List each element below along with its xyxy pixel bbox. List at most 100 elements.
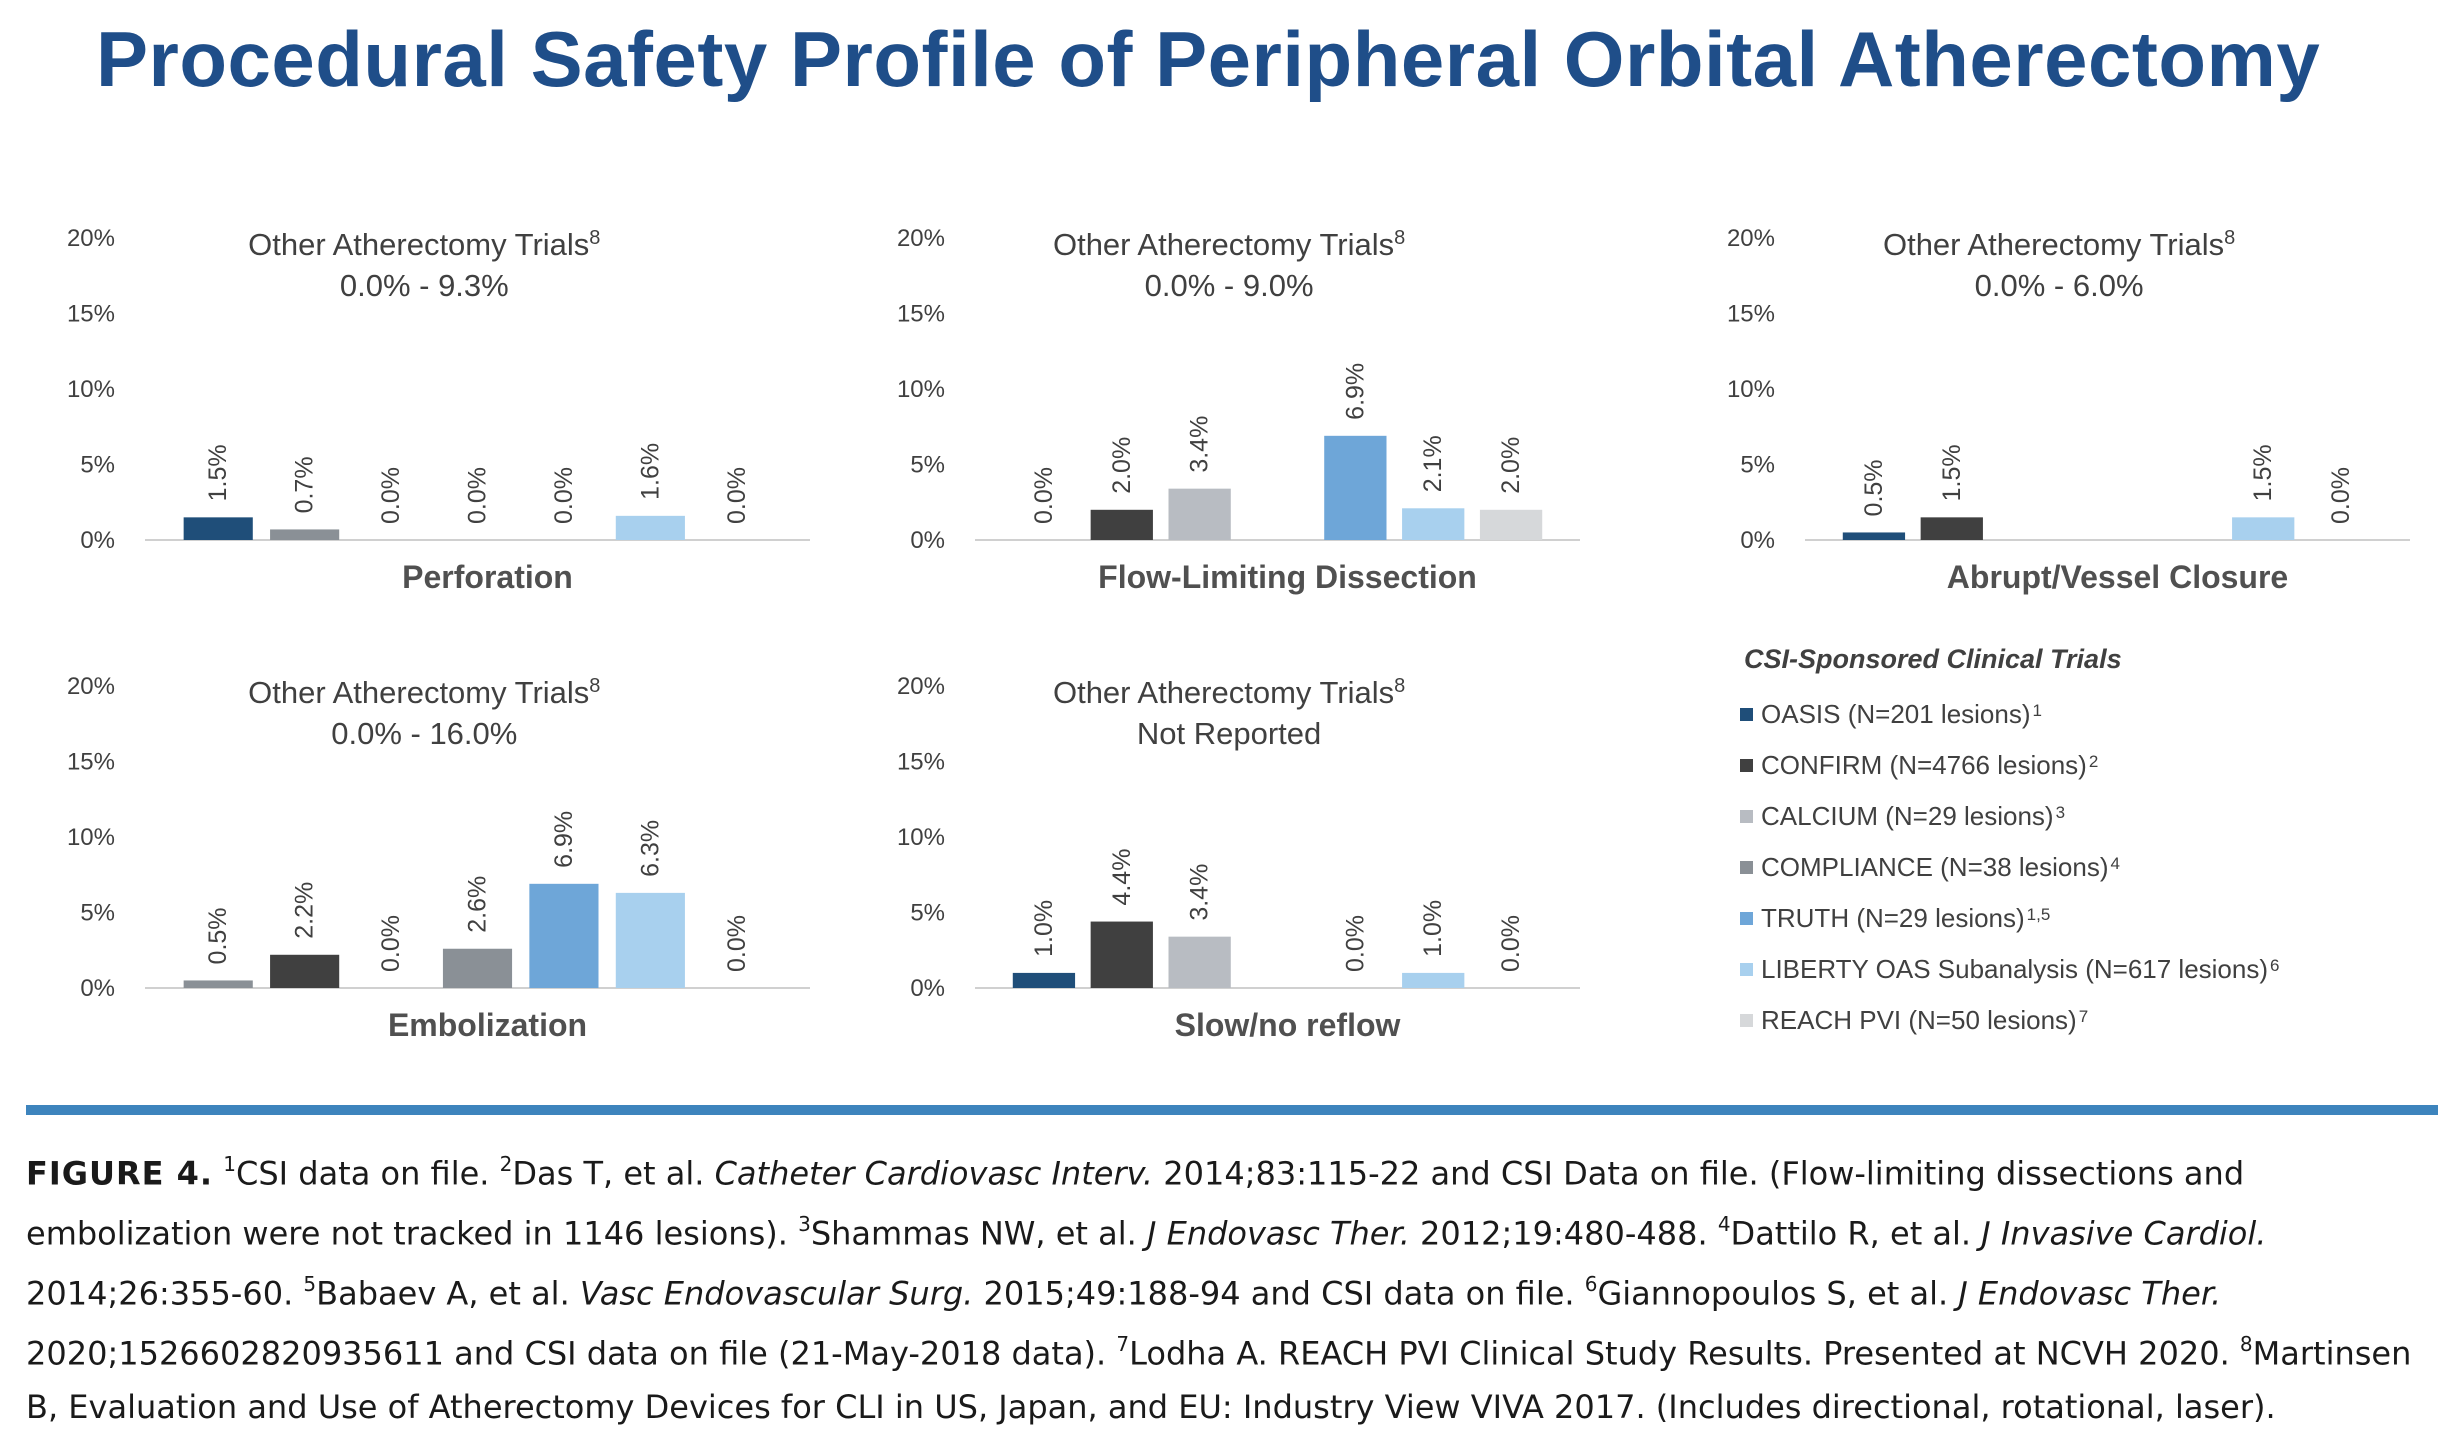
data-label: 0.0% xyxy=(464,467,492,524)
y-tick-label: 15% xyxy=(897,301,945,328)
figure-caption: FIGURE 4. 1CSI data on file. 2Das T, et … xyxy=(26,1140,2446,1433)
legend: CSI-Sponsored Clinical Trials OASIS (N=2… xyxy=(1740,644,2440,1046)
data-label: 2.1% xyxy=(1419,435,1447,492)
bar-liberty xyxy=(1402,508,1465,540)
ref-sup: 8 xyxy=(2239,1332,2253,1357)
legend-item-liberty: LIBERTY OAS Subanalysis (N=617 lesions) 6 xyxy=(1740,944,2440,995)
y-tick-label: 5% xyxy=(910,900,945,927)
bar-liberty xyxy=(615,515,685,540)
chart-title: Abrupt/Vessel Closure xyxy=(1947,559,2288,595)
data-label: 1.0% xyxy=(1419,900,1447,957)
y-tick-label: 20% xyxy=(67,673,115,700)
annotation-title: Other Atherectomy Trials8 xyxy=(1053,227,1405,262)
ref-sup: 7 xyxy=(1116,1332,1130,1357)
legend-swatch xyxy=(1740,861,1753,874)
annotation-range: Not Reported xyxy=(1137,716,1321,751)
data-label: 1.0% xyxy=(1030,900,1058,957)
chart-abrupt-vessel-closure: 0% 5% 10% 15% 20% Other Atherectomy Trials8 0.… xyxy=(1727,225,2410,595)
bar-oasis xyxy=(1842,532,1906,540)
legend-items: OASIS (N=201 lesions) 1 CONFIRM (N=4766 le… xyxy=(1740,689,2440,1046)
legend-sup: 3 xyxy=(2055,802,2066,822)
annotation-sup: 8 xyxy=(589,675,600,697)
data-label: 6.9% xyxy=(550,811,578,868)
data-label: 0.0% xyxy=(2327,467,2355,524)
ref-text: Lodha A. REACH PVI Clinical Study Result… xyxy=(1129,1335,2240,1374)
data-label: 0.0% xyxy=(723,915,751,972)
y-tick-label: 10% xyxy=(67,376,115,403)
divider xyxy=(26,1105,2438,1115)
chart-flow-limiting-dissection: 0% 5% 10% 15% 20% Other Atherectomy Trials8 0.… xyxy=(897,225,1580,595)
chart-perforation: 0% 5% 10% 15% 20% Other Atherectomy Trials8 0.… xyxy=(67,225,810,595)
annotation-title: Other Atherectomy Trials8 xyxy=(248,675,600,710)
legend-sup: 1,5 xyxy=(2026,904,2051,924)
chart-slow-no-reflow: 0% 5% 10% 15% 20% Other Atherectomy Trials8 No… xyxy=(897,673,1580,1043)
bar-liberty xyxy=(615,892,685,988)
bar-truth xyxy=(1324,435,1387,540)
chart-title: Slow/no reflow xyxy=(1175,1007,1401,1043)
legend-label: COMPLIANCE (N=38 lesions) xyxy=(1761,852,2109,882)
legend-sup: 4 xyxy=(2110,853,2120,873)
y-tick-label: 5% xyxy=(910,452,945,479)
annotation-range: 0.0% - 6.0% xyxy=(1975,268,2144,303)
y-tick-label: 10% xyxy=(897,376,945,403)
y-tick-label: 20% xyxy=(897,225,945,252)
legend-sup: 1 xyxy=(2032,700,2042,720)
data-label: 0.0% xyxy=(550,467,578,524)
y-tick-label: 0% xyxy=(1740,527,1775,554)
chart-embolization: 0% 5% 10% 15% 20% Other Atherectomy Trials8 0.… xyxy=(67,673,810,1043)
ref-sup: 1 xyxy=(223,1152,236,1176)
legend-item-confirm: CONFIRM (N=4766 lesions) 2 xyxy=(1740,740,2440,791)
bar-oasis xyxy=(1012,972,1076,988)
annotation-title: Other Atherectomy Trials8 xyxy=(248,227,600,262)
legend-sup: 7 xyxy=(2078,1006,2089,1026)
data-label: 0.0% xyxy=(1497,915,1525,972)
y-tick-label: 15% xyxy=(1727,301,1775,328)
legend-item-compliance: COMPLIANCE (N=38 lesions) 4 xyxy=(1740,842,2440,893)
annotation-sup: 8 xyxy=(589,227,600,249)
annotation-sup: 8 xyxy=(2224,227,2235,249)
bar-calcium xyxy=(1168,936,1231,988)
data-label: 1.5% xyxy=(1938,444,1966,501)
data-label: 0.5% xyxy=(1860,459,1888,516)
annotation-range: 0.0% - 16.0% xyxy=(331,716,517,751)
y-tick-label: 10% xyxy=(1727,376,1775,403)
ref-journal: Catheter Cardiovasc Interv. xyxy=(714,1154,1154,1193)
ref-text: Shammas NW, et al. xyxy=(810,1214,1147,1253)
bar-confirm xyxy=(1090,921,1153,988)
legend-sup: 6 xyxy=(2270,955,2280,975)
annotation-title: Other Atherectomy Trials8 xyxy=(1883,227,2235,262)
legend-label: LIBERTY OAS Subanalysis (N=617 lesions) xyxy=(1761,954,2269,984)
data-label: 6.9% xyxy=(1341,363,1369,420)
data-label: 3.4% xyxy=(1186,864,1214,921)
y-tick-label: 15% xyxy=(897,749,945,776)
data-label: 3.4% xyxy=(1186,416,1214,473)
data-label: 1.5% xyxy=(204,444,232,501)
bar-oasis xyxy=(183,517,253,540)
y-tick-label: 5% xyxy=(1740,452,1775,479)
data-label: 0.0% xyxy=(377,915,405,972)
legend-item-truth: TRUTH (N=29 lesions) 1,5 xyxy=(1740,893,2440,944)
legend-label: TRUTH (N=29 lesions) xyxy=(1761,903,2025,933)
legend-swatch xyxy=(1740,708,1753,721)
annotation-range: 0.0% - 9.3% xyxy=(340,268,509,303)
data-label: 2.6% xyxy=(464,876,492,933)
legend-sup: 2 xyxy=(2088,751,2099,771)
legend-label: OASIS (N=201 lesions) xyxy=(1761,699,2031,729)
bar-liberty xyxy=(2232,517,2295,540)
bar-confirm xyxy=(1920,517,1983,540)
annotation-sup: 8 xyxy=(1394,675,1405,697)
legend-swatch xyxy=(1740,759,1753,772)
data-label: 4.4% xyxy=(1108,849,1136,906)
ref-sup: 6 xyxy=(1584,1272,1598,1297)
annotation-sup: 8 xyxy=(1394,227,1405,249)
y-tick-label: 15% xyxy=(67,301,115,328)
legend-label: CALCIUM (N=29 lesions) xyxy=(1761,801,2054,831)
ref-text: Giannopoulos S, et al. xyxy=(1597,1274,1959,1313)
ref-journal: J Invasive Cardiol. xyxy=(1981,1214,2267,1253)
ref-journal: Vasc Endovascular Surg. xyxy=(579,1274,974,1313)
y-tick-label: 20% xyxy=(897,673,945,700)
legend-item-oasis: OASIS (N=201 lesions) 1 xyxy=(1740,689,2440,740)
y-tick-label: 0% xyxy=(910,975,945,1002)
data-label: 2.2% xyxy=(291,882,319,939)
data-label: 1.5% xyxy=(2249,444,2277,501)
